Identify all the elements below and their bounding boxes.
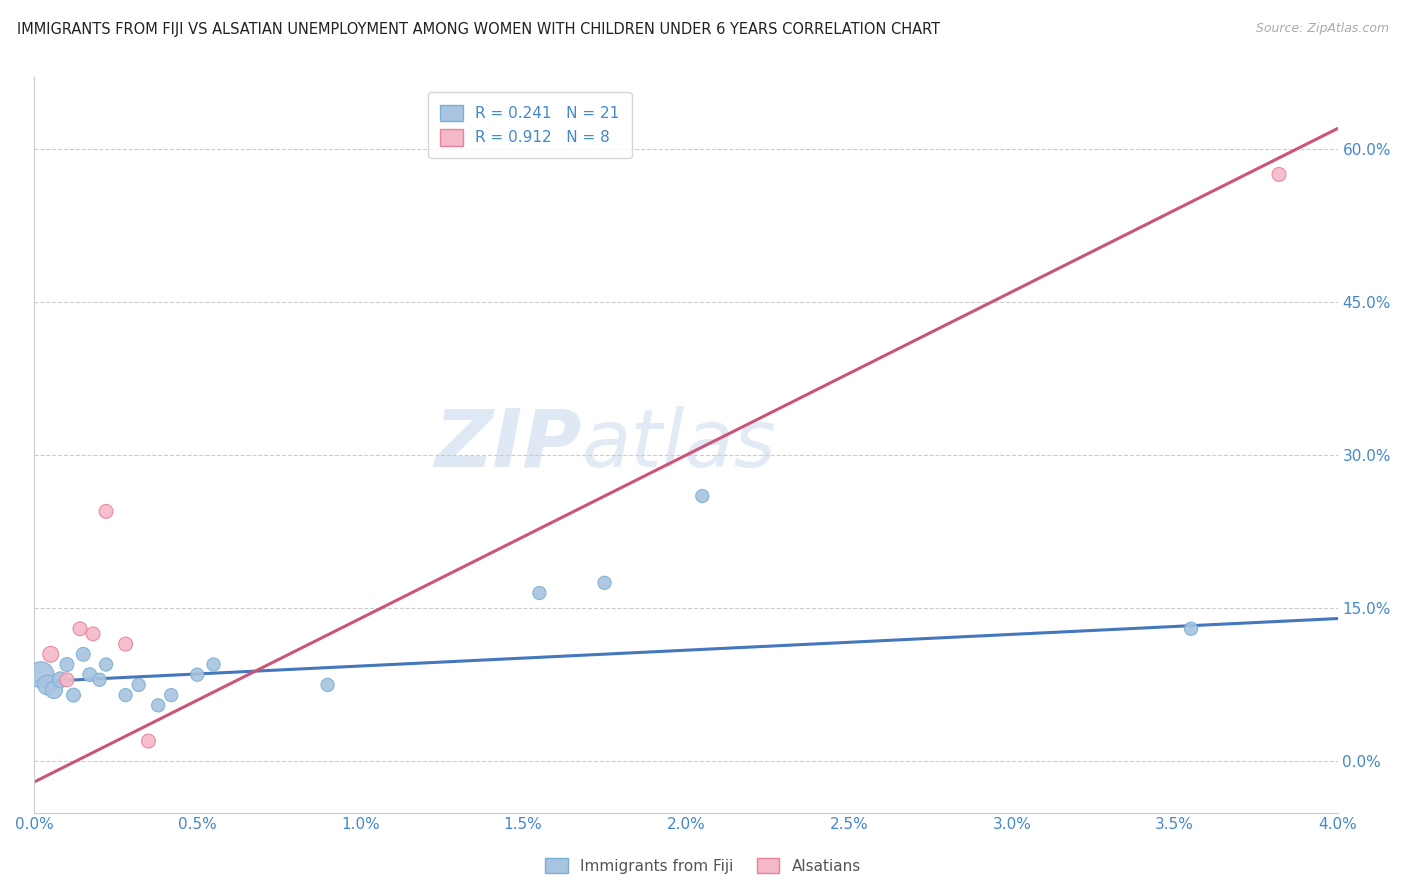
Point	[79, 667, 101, 681]
Point	[62, 688, 84, 702]
Point	[56, 657, 79, 672]
Point	[114, 688, 136, 702]
Legend: Immigrants from Fiji, Alsatians: Immigrants from Fiji, Alsatians	[538, 852, 868, 880]
Point	[138, 734, 160, 748]
Text: atlas: atlas	[582, 406, 776, 484]
Point	[94, 657, 117, 672]
Point	[72, 648, 94, 662]
Point	[692, 489, 714, 503]
Legend: R = 0.241   N = 21, R = 0.912   N = 8: R = 0.241 N = 21, R = 0.912 N = 8	[427, 93, 631, 158]
Text: Source: ZipAtlas.com: Source: ZipAtlas.com	[1256, 22, 1389, 36]
Point	[82, 627, 104, 641]
Point	[148, 698, 170, 713]
Point	[114, 637, 136, 651]
Point	[202, 657, 225, 672]
Point	[30, 667, 52, 681]
Point	[128, 678, 150, 692]
Text: IMMIGRANTS FROM FIJI VS ALSATIAN UNEMPLOYMENT AMONG WOMEN WITH CHILDREN UNDER 6 : IMMIGRANTS FROM FIJI VS ALSATIAN UNEMPLO…	[17, 22, 941, 37]
Point	[37, 678, 59, 692]
Point	[186, 667, 208, 681]
Point	[94, 504, 117, 518]
Point	[1268, 168, 1291, 182]
Point	[49, 673, 72, 687]
Point	[529, 586, 551, 600]
Point	[39, 648, 62, 662]
Text: ZIP: ZIP	[434, 406, 582, 484]
Point	[160, 688, 183, 702]
Point	[56, 673, 79, 687]
Point	[1180, 622, 1202, 636]
Point	[593, 575, 616, 590]
Point	[316, 678, 339, 692]
Point	[69, 622, 91, 636]
Point	[89, 673, 111, 687]
Point	[42, 683, 65, 698]
